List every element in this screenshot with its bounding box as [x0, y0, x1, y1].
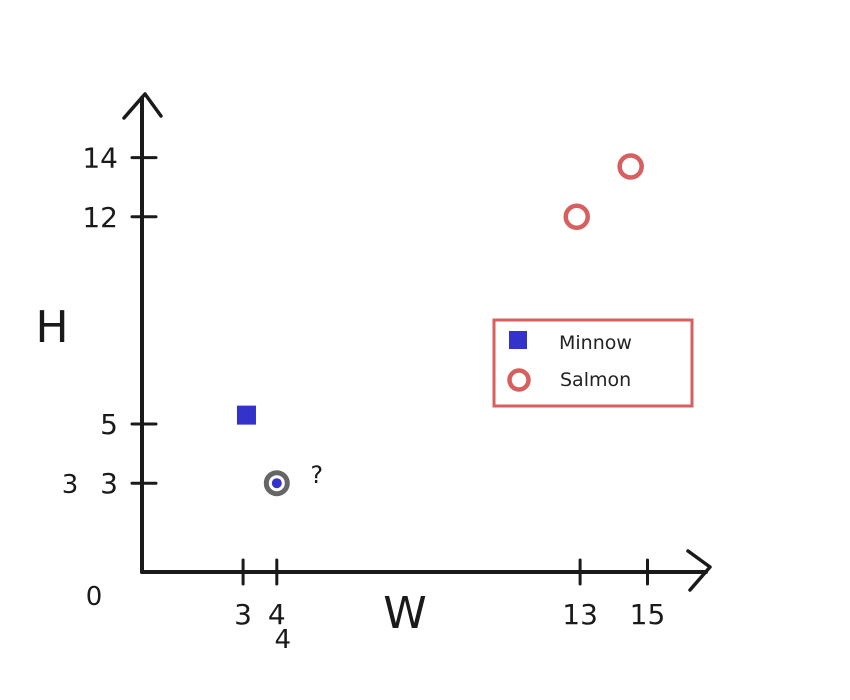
x-axis-arrowhead: [686, 549, 712, 592]
query-point-dot: [271, 478, 282, 489]
x-ticks: 3 4 13 15: [234, 558, 666, 631]
legend-minnow-label: Minnow: [559, 332, 632, 354]
faint-annotation: 3: [62, 470, 79, 500]
legend-salmon-swatch: [507, 368, 531, 392]
legend: Minnow Salmon: [492, 318, 694, 408]
y-axis-label: H: [35, 302, 68, 353]
minnow-point: [236, 405, 256, 425]
x-tick-label: 13: [562, 598, 598, 631]
y-tick-label: 5: [100, 408, 118, 441]
query-point-label: ?: [310, 461, 323, 489]
y-tick-label: 12: [82, 201, 118, 234]
x-tick-label: 3: [234, 598, 252, 631]
legend-salmon-label: Salmon: [560, 369, 631, 391]
origin-label: 0: [86, 582, 103, 612]
faint-annotation: 4: [275, 625, 292, 655]
axes: [122, 92, 712, 592]
legend-minnow-swatch: [509, 331, 527, 349]
data-points: ?: [236, 153, 644, 497]
salmon-point: [617, 153, 644, 180]
x-tick-label: 4: [268, 598, 286, 631]
salmon-point: [563, 203, 590, 231]
y-axis-arrowhead: [122, 92, 163, 120]
x-axis-label: W: [383, 588, 427, 639]
x-tick-label: 15: [630, 598, 666, 631]
y-tick-label: 3: [100, 467, 118, 500]
y-tick-label: 14: [82, 142, 118, 175]
